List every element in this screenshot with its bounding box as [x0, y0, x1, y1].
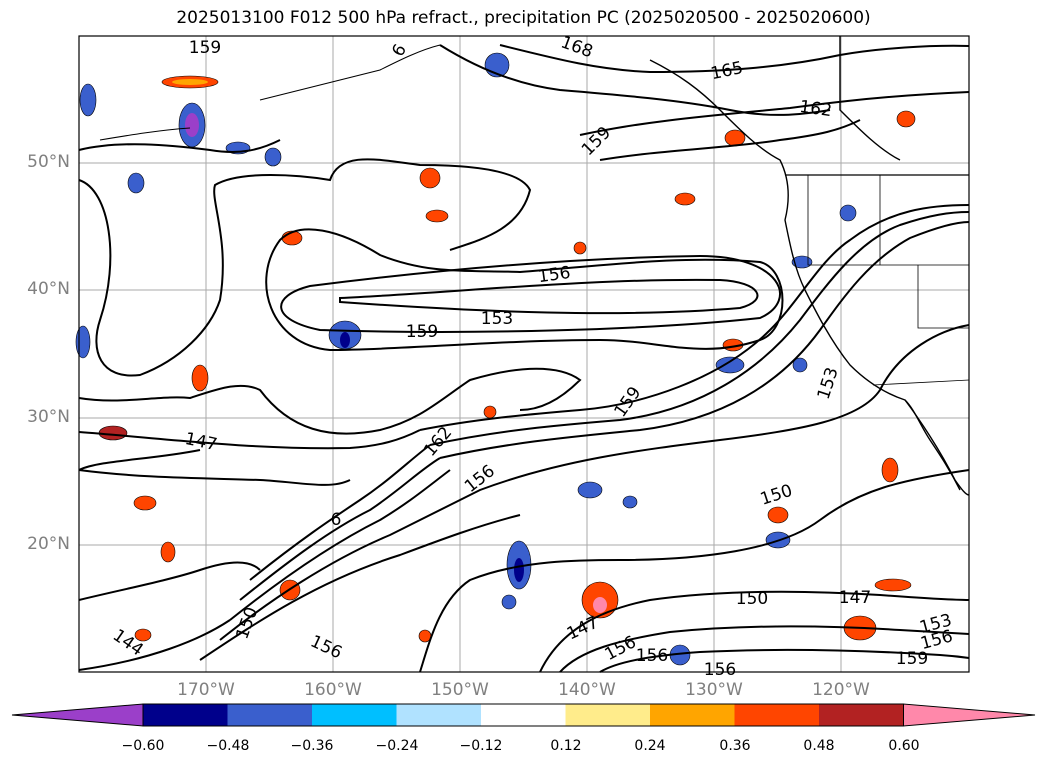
colorbar-tick-label: −0.24	[375, 738, 419, 754]
lon-label-150w: 150°W	[431, 680, 489, 700]
lon-label-140w: 140°W	[558, 680, 616, 700]
contour-label: 159	[189, 38, 221, 58]
colorbar-segment	[227, 704, 312, 726]
colorbar-segment	[734, 704, 819, 726]
colorbar-extend-low	[11, 703, 144, 727]
colorbar-tick-label: 0.12	[550, 738, 582, 754]
colorbar-tick-label: −0.48	[206, 738, 250, 754]
contour-label: 156	[704, 660, 736, 680]
lon-label-170w: 170°W	[177, 680, 235, 700]
lon-label-120w: 120°W	[812, 680, 870, 700]
colorbar-segment	[650, 704, 735, 726]
colorbar-outline	[142, 703, 904, 727]
contour-label: 6	[331, 510, 342, 530]
colorbar	[11, 703, 1036, 727]
colorbar-segment	[312, 704, 397, 726]
lon-label-130w: 130°W	[685, 680, 743, 700]
contour-label: 156	[636, 646, 668, 666]
colorbar-segment	[819, 704, 904, 726]
coastlines	[99, 36, 970, 496]
colorbar-extend-high	[903, 703, 1036, 727]
colorbar-tick-label: 0.60	[888, 738, 920, 754]
colorbar-segment	[481, 704, 566, 726]
contour-label: 159	[896, 649, 928, 669]
colorbar-tick-label: −0.12	[459, 738, 503, 754]
lat-label-20n: 20°N	[27, 534, 70, 554]
colorbar-segment	[143, 704, 228, 726]
contour-label: 150	[736, 589, 768, 609]
contour-label: 159	[406, 322, 438, 342]
contour-label: 162	[798, 97, 833, 121]
colorbar-segment	[565, 704, 650, 726]
contour-label: 153	[481, 309, 513, 329]
lat-label-50n: 50°N	[27, 152, 70, 172]
contour-label: 147	[839, 588, 871, 608]
contour-label: 156	[537, 263, 572, 287]
colorbar-tick-label: 0.36	[719, 738, 751, 754]
refractivity-contours	[78, 44, 970, 673]
lon-label-160w: 160°W	[304, 680, 362, 700]
lat-label-30n: 30°N	[27, 407, 70, 427]
map-frame	[78, 35, 970, 673]
colorbar-tick-label: −0.60	[121, 738, 165, 754]
figure-title: 2025013100 F012 500 hPa refract., precip…	[176, 8, 871, 28]
lat-label-40n: 40°N	[27, 279, 70, 299]
colorbar-tick-label: 0.24	[634, 738, 666, 754]
colorbar-tick-label: 0.48	[803, 738, 835, 754]
colorbar-tick-label: −0.36	[290, 738, 334, 754]
colorbar-segment	[396, 704, 481, 726]
